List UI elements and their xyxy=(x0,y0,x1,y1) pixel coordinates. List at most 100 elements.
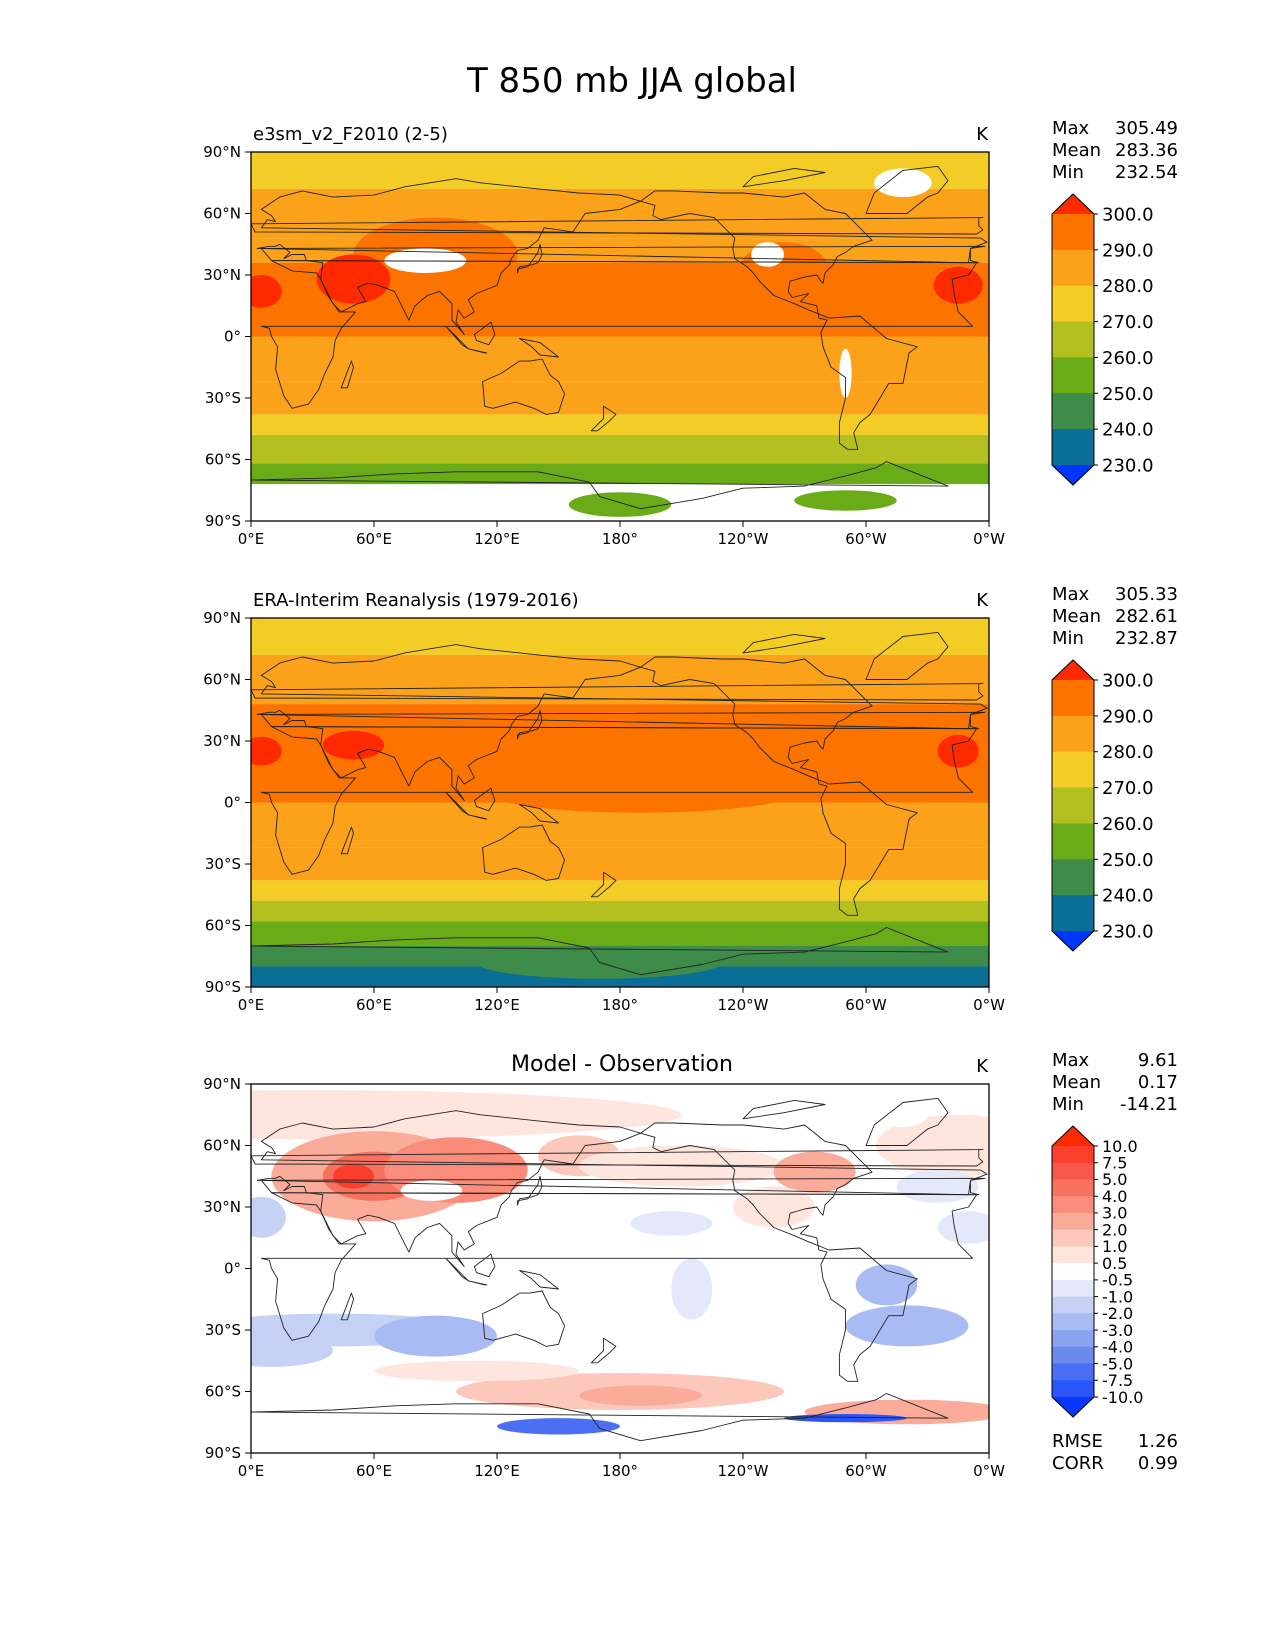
colorbar-segment xyxy=(1052,1313,1094,1331)
colorbar-segment xyxy=(1052,214,1094,251)
lat-tick-label: 90°S xyxy=(205,512,241,530)
panel-test-units: K xyxy=(976,124,989,145)
contour-region xyxy=(937,1211,989,1244)
coastline xyxy=(640,1122,918,1382)
panel-difference: Model - Observation K 90°N 60°N 30°N 0° 30°S… xyxy=(203,1050,1178,1480)
colorbar-tick-label: 10.0 xyxy=(1102,1137,1138,1156)
colorbar-extend-min xyxy=(1052,1397,1094,1417)
coastline xyxy=(517,243,543,274)
lat-tick-label: 30°N xyxy=(203,732,241,750)
colorbar-tick-label: 7.5 xyxy=(1102,1153,1127,1172)
colorbar-extend-min xyxy=(1052,465,1094,485)
colorbar-segment xyxy=(1052,1179,1094,1197)
stat-value: 282.61 xyxy=(1115,606,1178,627)
temperature-band xyxy=(251,336,989,382)
colorbar-segment xyxy=(1052,1380,1094,1398)
coastline xyxy=(640,656,918,916)
colorbar-tick-label: 260.0 xyxy=(1102,348,1154,369)
colorbar-tick-label: 270.0 xyxy=(1102,778,1154,799)
stat-value: 0.17 xyxy=(1138,1072,1178,1093)
lon-tick-label: 120°W xyxy=(718,996,769,1014)
colorbar-tick-label: -2.0 xyxy=(1102,1304,1133,1323)
coastline xyxy=(260,1192,978,1341)
panel-reference: ERA-Interim Reanalysis (1979-2016) K 90°… xyxy=(203,584,1178,1014)
colorbar-difference: 10.07.55.04.03.02.01.00.5-0.5-1.0-2.0-3.… xyxy=(1051,1125,1143,1418)
map-difference-axes: 90°N 60°N 30°N 0° 30°S 60°S 90°S0°E 60°E 120°E 18… xyxy=(203,1075,1005,1480)
colorbar-tick-label: -1.0 xyxy=(1102,1287,1133,1306)
lat-tick-label: 0° xyxy=(224,328,241,346)
panel-reference-title: ERA-Interim Reanalysis (1979-2016) xyxy=(253,590,579,611)
lat-tick-label: 60°S xyxy=(205,451,241,469)
map-test-axes: 90°N 60°N 30°N 0° 30°S 60°S 90°S0°E 60°E 120°E 18… xyxy=(203,143,1005,548)
contour-region xyxy=(316,254,391,304)
lon-tick-label: 0°E xyxy=(238,1462,265,1480)
masked-terrain xyxy=(839,348,852,398)
coastline xyxy=(865,1097,949,1146)
stat-label: Mean xyxy=(1052,140,1101,161)
lat-tick-label: 60°N xyxy=(203,671,241,689)
coastline xyxy=(467,814,488,820)
lon-tick-label: 180° xyxy=(602,1462,638,1480)
panel-test: e3sm_v2_F2010 (2-5) K 90°N 60°N 30°N 0° 30°S… xyxy=(203,118,1178,548)
lon-tick-label: 60°E xyxy=(356,996,392,1014)
contour-region xyxy=(876,1114,989,1177)
coastline xyxy=(865,631,949,680)
lat-tick-label: 60°N xyxy=(203,205,241,223)
lat-tick-label: 60°N xyxy=(203,1137,241,1155)
colorbar-segment xyxy=(1052,1330,1094,1348)
masked-terrain xyxy=(751,242,784,267)
masked-terrain xyxy=(878,1102,928,1128)
panel-test-title: e3sm_v2_F2010 (2-5) xyxy=(253,124,448,145)
coastline xyxy=(340,826,354,855)
map-test xyxy=(251,152,989,521)
colorbar-segment xyxy=(1052,1146,1094,1164)
colorbar-segment xyxy=(1052,1296,1094,1314)
temperature-band xyxy=(251,381,989,415)
colorbar-tick-label: -5.0 xyxy=(1102,1354,1133,1373)
lon-tick-label: 0°W xyxy=(973,1462,1005,1480)
colorbar-segment xyxy=(1052,1346,1094,1365)
colorbar-tick-label: 290.0 xyxy=(1102,240,1154,261)
coastline xyxy=(482,358,566,415)
lat-tick-label: 90°N xyxy=(203,609,241,627)
colorbar-segment xyxy=(1052,1162,1094,1181)
coastline xyxy=(251,217,984,235)
coastline xyxy=(517,709,543,740)
contour-region xyxy=(933,266,983,304)
lat-tick-label: 60°S xyxy=(205,1383,241,1401)
colorbar-tick-label: 1.0 xyxy=(1102,1237,1127,1256)
colorbar-tick-label: 300.0 xyxy=(1102,204,1154,225)
coastline xyxy=(251,461,949,510)
contour-region xyxy=(251,1334,333,1367)
stat-label: CORR xyxy=(1052,1453,1104,1474)
lat-tick-label: 30°N xyxy=(203,1198,241,1216)
stat-label: Mean xyxy=(1052,606,1101,627)
coastline xyxy=(590,1337,617,1364)
lon-tick-label: 120°E xyxy=(474,1462,520,1480)
stat-label: RMSE xyxy=(1052,1431,1103,1452)
colorbar-tick-label: 240.0 xyxy=(1102,420,1154,441)
contour-region xyxy=(794,490,897,511)
stat-label: Max xyxy=(1052,118,1090,139)
panel-difference-units: K xyxy=(976,1056,989,1077)
coastline xyxy=(590,405,617,432)
coastline xyxy=(256,644,988,801)
coastline xyxy=(251,927,949,976)
colorbar-segment xyxy=(1052,429,1094,466)
stat-label: Min xyxy=(1052,1094,1084,1115)
lon-tick-label: 60°W xyxy=(845,530,887,548)
contour-region xyxy=(671,1258,713,1320)
coastline xyxy=(340,1292,354,1321)
temperature-band xyxy=(251,880,989,901)
colorbar-segment xyxy=(1052,680,1094,717)
coastline xyxy=(251,1393,949,1442)
coastline xyxy=(865,165,949,214)
stat-value: 1.26 xyxy=(1138,1431,1178,1452)
contour-region xyxy=(568,492,672,517)
coastline xyxy=(473,787,496,812)
colorbar-segment xyxy=(1052,895,1094,932)
lon-tick-label: 0°W xyxy=(973,996,1005,1014)
colorbar-tick-label: 230.0 xyxy=(1102,455,1154,476)
temperature-band xyxy=(251,618,989,655)
colorbar-tick-label: 250.0 xyxy=(1102,384,1154,405)
